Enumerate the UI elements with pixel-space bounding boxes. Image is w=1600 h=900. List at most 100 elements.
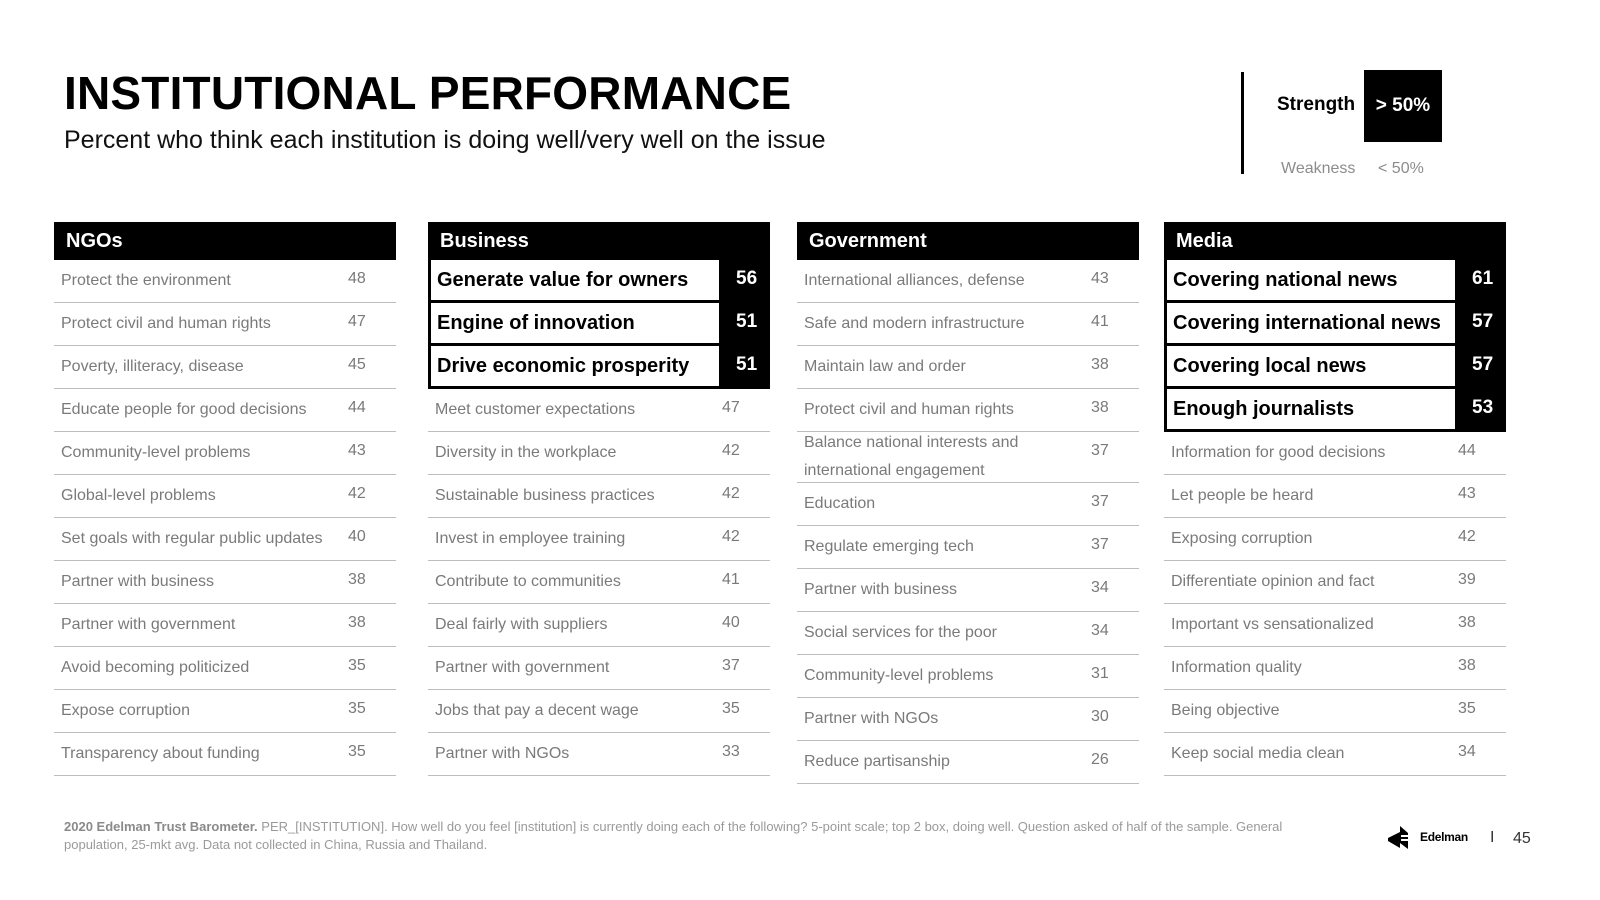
row-value: 37	[1091, 493, 1109, 510]
panel-rows: Generate value for owners 56 Engine of inn…	[428, 260, 770, 776]
row-label: Poverty, illiteracy, disease	[61, 358, 244, 375]
row-value: 43	[1091, 270, 1109, 287]
legend-weakness-value: < 50%	[1378, 160, 1424, 177]
row-label: Deal fairly with suppliers	[435, 616, 608, 633]
table-row: Expose corruption 35	[54, 690, 396, 733]
panel-ngos: NGOs Protect the environment 48 Protect ci…	[54, 222, 396, 776]
row-label: Covering international news	[1167, 303, 1458, 343]
row-value: 41	[722, 571, 740, 588]
row-label: Expose corruption	[61, 702, 190, 719]
row-label: Important vs sensationalized	[1171, 616, 1374, 633]
row-label: Partner with business	[61, 573, 214, 590]
table-row: Contribute to communities 41	[428, 561, 770, 604]
table-row: Social services for the poor 34	[797, 612, 1139, 655]
panel-rows: Covering national news 61 Covering interna…	[1164, 260, 1506, 776]
row-label: Protect the environment	[61, 272, 231, 289]
row-value: 42	[722, 528, 740, 545]
panel-header: Government	[797, 222, 1139, 260]
edelman-logo: Edelman	[1386, 820, 1476, 854]
table-row: Differentiate opinion and fact 39	[1164, 561, 1506, 604]
row-label: Educate people for good decisions	[61, 401, 307, 418]
row-label: Protect civil and human rights	[61, 315, 271, 332]
row-value: 34	[1458, 743, 1476, 760]
row-label: Maintain law and order	[804, 358, 966, 375]
row-label: International alliances, defense	[804, 272, 1025, 289]
row-label: Protect civil and human rights	[804, 401, 1014, 418]
row-label: Meet customer expectations	[435, 401, 636, 418]
table-row: Regulate emerging tech 37	[797, 526, 1139, 569]
table-row: Education 37	[797, 483, 1139, 526]
row-label: Social services for the poor	[804, 624, 997, 641]
row-value: 40	[722, 614, 740, 631]
row-value: 41	[1091, 313, 1109, 330]
row-value: 47	[722, 399, 740, 416]
table-row: Partner with NGOs 33	[428, 733, 770, 776]
row-value: 57	[1458, 303, 1506, 343]
table-row: Protect civil and human rights 47	[54, 303, 396, 346]
row-label: Keep social media clean	[1171, 745, 1345, 762]
table-row: Invest in employee training 42	[428, 518, 770, 561]
row-value: 38	[1091, 399, 1109, 416]
row-label: Drive economic prosperity	[431, 346, 722, 386]
page-title: INSTITUTIONAL PERFORMANCE	[64, 67, 792, 119]
row-label: Enough journalists	[1167, 389, 1458, 429]
row-label: Information quality	[1171, 659, 1302, 676]
table-row: Drive economic prosperity 51	[428, 346, 770, 389]
row-label: Exposing corruption	[1171, 530, 1313, 547]
row-label: Community-level problems	[61, 444, 251, 461]
table-row: Enough journalists 53	[1164, 389, 1506, 432]
table-row: Let people be heard 43	[1164, 475, 1506, 518]
table-row: Covering international news 57	[1164, 303, 1506, 346]
table-row: Maintain law and order 38	[797, 346, 1139, 389]
panel-rows: International alliances, defense 43 Safe a…	[797, 260, 1139, 784]
table-row: Safe and modern infrastructure 41	[797, 303, 1139, 346]
row-value: 48	[348, 270, 366, 287]
row-value: 37	[722, 657, 740, 674]
table-row: Educate people for good decisions 44	[54, 389, 396, 432]
row-value: 51	[722, 303, 770, 343]
table-row: Partner with government 37	[428, 647, 770, 690]
row-label: Partner with business	[804, 581, 957, 598]
row-value: 42	[722, 442, 740, 459]
row-value: 35	[1458, 700, 1476, 717]
row-label: Community-level problems	[804, 667, 994, 684]
table-row: Community-level problems 31	[797, 655, 1139, 698]
edelman-logo-icon	[1388, 826, 1408, 849]
row-label: Covering local news	[1167, 346, 1458, 386]
row-value: 34	[1091, 622, 1109, 639]
table-row: Reduce partisanship 26	[797, 741, 1139, 784]
row-value: 38	[1091, 356, 1109, 373]
row-value: 31	[1091, 665, 1109, 682]
row-value: 44	[348, 399, 366, 416]
row-value: 45	[348, 356, 366, 373]
row-label: Set goals with regular public updates	[61, 530, 323, 547]
row-value: 43	[348, 442, 366, 459]
row-value: 51	[722, 346, 770, 386]
row-value: 30	[1091, 708, 1109, 725]
panel-business: Business Generate value for owners 56 Engi…	[428, 222, 770, 776]
page-number: 45	[1513, 830, 1531, 847]
legend-weakness-label: Weakness	[1281, 160, 1356, 177]
legend-strength-value: > 50%	[1364, 70, 1442, 142]
row-value: 42	[348, 485, 366, 502]
source-title: 2020 Edelman Trust Barometer.	[64, 819, 258, 834]
row-value: 35	[348, 743, 366, 760]
row-label: Transparency about funding	[61, 745, 260, 762]
row-label: Global-level problems	[61, 487, 216, 504]
row-label: Partner with government	[61, 616, 236, 633]
table-row: Covering local news 57	[1164, 346, 1506, 389]
row-label: Invest in employee training	[435, 530, 626, 547]
row-label: Balance national interests and internati…	[804, 434, 1019, 479]
table-row: Poverty, illiteracy, disease 45	[54, 346, 396, 389]
table-row: International alliances, defense 43	[797, 260, 1139, 303]
table-row: Important vs sensationalized 38	[1164, 604, 1506, 647]
row-label: Avoid becoming politicized	[61, 659, 250, 676]
panel-government: Government International alliances, defe…	[797, 222, 1139, 784]
row-label: Covering national news	[1167, 260, 1458, 300]
row-label: Partner with government	[435, 659, 610, 676]
panel-rows: Protect the environment 48 Protect civil a…	[54, 260, 396, 776]
table-row: Jobs that pay a decent wage 35	[428, 690, 770, 733]
table-row: Protect the environment 48	[54, 260, 396, 303]
legend-strength-label: Strength	[1277, 94, 1356, 115]
table-row: Information quality 38	[1164, 647, 1506, 690]
